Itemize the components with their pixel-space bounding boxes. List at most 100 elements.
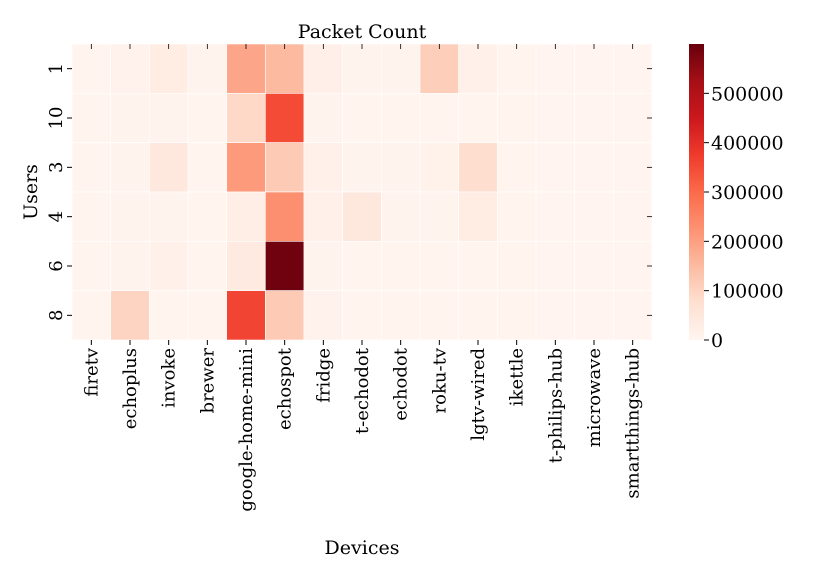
heatmap-cell [381,142,421,193]
heatmap-cell [187,241,227,291]
heatmap-cell [187,191,227,242]
heatmap-cell [458,241,498,291]
heatmap-cell [187,43,227,94]
heatmap-cell [574,93,614,143]
colorbar [689,44,704,340]
heatmap-cell [535,241,575,291]
heatmap-cell [574,142,614,193]
heatmap-cell [149,191,189,242]
y-axis-ticks: 1 10 3 4 6 8 [46,63,652,321]
heatmap-cell [303,191,343,242]
heatmap-cell [226,43,266,94]
heatmap-cell [419,290,459,341]
heatmap-cell [458,142,498,193]
heatmap-cell [535,142,575,193]
heatmap-cell [458,290,498,341]
heatmap-cell [71,191,111,242]
heatmap-cell [71,241,111,291]
heatmap-cell [535,191,575,242]
heatmap-cell [226,241,266,291]
heatmap-cell [71,93,111,143]
heatmap-cell [187,93,227,143]
heatmap-cell [226,93,266,143]
x-tick-label: echodot [391,347,412,421]
heatmap-cell [574,43,614,94]
heatmap-cell [265,43,305,94]
heatmap-cell [303,43,343,94]
x-tick-label: microwave [584,348,605,447]
heatmap-cell [110,142,150,193]
heatmap-cell [110,43,150,94]
heatmap-cell [381,241,421,291]
y-tick-label: 4 [46,211,67,222]
colorbar-tick-label: 300000 [711,182,784,204]
x-tick-label: t-philips-hub [545,348,566,463]
heatmap-cell [381,93,421,143]
colorbar-tick-label: 500000 [711,83,784,105]
colorbar-tick-label: 400000 [711,133,784,155]
heatmap-cell [497,93,537,143]
heatmap-cell [613,241,653,291]
heatmap-cells [71,43,653,341]
heatmap-cell [110,93,150,143]
heatmap-cell [535,93,575,143]
heatmap-cell [265,241,305,291]
heatmap-cell [497,142,537,193]
x-tick-label: t-echodot [352,347,373,434]
heatmap-cell [110,241,150,291]
x-tick-label: google-home-mini [236,348,257,512]
heatmap-cell [458,93,498,143]
colorbar-tick-label: 100000 [711,281,784,303]
heatmap-cell [574,191,614,242]
heatmap-cell [149,93,189,143]
colorbar-tick-label: 200000 [711,231,784,253]
y-tick-label: 10 [46,107,67,130]
heatmap-cell [71,290,111,341]
heatmap-cell [110,290,150,341]
heatmap-cell [419,93,459,143]
heatmap-cell [110,191,150,242]
heatmap-cell [535,43,575,94]
heatmap-cell [303,142,343,193]
heatmap-cell [71,43,111,94]
y-tick-label: 3 [46,162,67,173]
x-tick-label: ikettle [507,348,528,406]
heatmap-cell [342,290,382,341]
heatmap-cell [535,290,575,341]
x-tick-label: echospot [275,347,296,430]
heatmap-cell [574,241,614,291]
x-axis-ticks: firetv echoplus invoke brewer google-home-mi… [81,44,644,512]
chart-title: Packet Count [298,21,427,43]
y-axis-label: Users [20,164,42,220]
heatmap-cell [187,290,227,341]
colorbar-tick-label: 0 [711,330,723,352]
heatmap-cell [613,142,653,193]
heatmap-cell [497,241,537,291]
heatmap-cell [613,290,653,341]
heatmap-cell [419,241,459,291]
y-tick-label: 1 [46,63,67,74]
colorbar-ticks: 0 100000 200000 300000 400000 500000 [704,83,784,352]
heatmap-cell [303,93,343,143]
heatmap-cell [226,290,266,341]
heatmap-cell [458,43,498,94]
heatmap-cell [342,142,382,193]
heatmap-cell [613,191,653,242]
heatmap-cell [342,241,382,291]
heatmap-cell [226,191,266,242]
heatmap-cell [149,241,189,291]
heatmap-cell [458,191,498,242]
x-tick-label: invoke [159,348,180,408]
heatmap-cell [71,142,111,193]
heatmap-cell [149,142,189,193]
x-tick-label: brewer [197,348,218,414]
y-tick-label: 6 [46,260,67,271]
heatmap-cell [497,191,537,242]
x-tick-label: lgtv-wired [468,348,489,441]
heatmap-cell [419,43,459,94]
heatmap-cell [574,290,614,341]
x-tick-label: echoplus [120,348,141,429]
heatmap-cell [187,142,227,193]
heatmap-cell [149,290,189,341]
